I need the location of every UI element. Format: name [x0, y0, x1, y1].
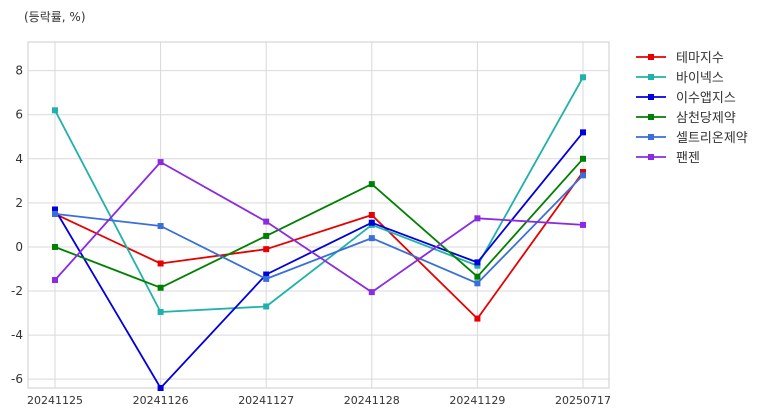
- data-point: [263, 271, 270, 278]
- legend-label: 삼천당제약: [676, 111, 736, 126]
- legend-label: 이수앱지스: [676, 91, 736, 106]
- data-point: [52, 210, 58, 217]
- x-tick-label: 20241128: [344, 394, 400, 407]
- data-point: [368, 235, 375, 242]
- series-line: [54, 171, 584, 320]
- x-tick-label: 20241127: [238, 394, 294, 407]
- series-line: [54, 158, 584, 289]
- data-point: [580, 129, 586, 136]
- series-line: [54, 174, 584, 285]
- x-tick-label: 20241125: [27, 394, 83, 407]
- data-point: [263, 232, 270, 239]
- y-tick-label: 6: [15, 108, 23, 122]
- legend-label: 바이넥스: [676, 71, 724, 86]
- y-tick-label: 0: [15, 240, 23, 254]
- legend-label: 셀트리온제약: [676, 131, 748, 146]
- data-point: [474, 280, 481, 287]
- x-tick-label: 20241129: [449, 394, 505, 407]
- data-point: [580, 221, 586, 228]
- y-tick-label: -6: [11, 372, 23, 386]
- data-point: [157, 308, 164, 315]
- data-point: [368, 181, 375, 188]
- unit-label: (등락률, %): [24, 10, 86, 24]
- data-point: [474, 259, 481, 266]
- data-point: [368, 289, 375, 296]
- y-tick-label: -4: [11, 328, 23, 342]
- data-point: [474, 262, 481, 269]
- data-point: [157, 260, 164, 267]
- data-point: [368, 212, 375, 218]
- data-point: [263, 303, 270, 310]
- y-tick-label: 8: [15, 64, 23, 78]
- data-point: [263, 246, 270, 253]
- data-point: [474, 215, 481, 222]
- legend-swatch-marker: [648, 114, 654, 120]
- data-point: [157, 159, 164, 166]
- data-point: [263, 218, 270, 225]
- data-point: [580, 172, 586, 179]
- x-tick-label: 20250717: [555, 394, 611, 407]
- data-point: [580, 74, 586, 81]
- legend-label: 팬젠: [676, 151, 700, 166]
- data-point: [474, 273, 481, 280]
- data-point: [263, 275, 270, 282]
- series-line: [54, 76, 584, 313]
- data-point: [52, 107, 58, 114]
- legend-swatch-marker: [648, 154, 654, 160]
- y-tick-label: 2: [15, 196, 23, 210]
- data-point: [580, 169, 586, 176]
- data-point: [368, 219, 375, 226]
- data-point: [52, 206, 58, 213]
- y-tick-label: -2: [11, 284, 23, 298]
- data-point: [52, 277, 58, 284]
- legend-label: 테마지수: [676, 51, 724, 66]
- data-point: [157, 223, 164, 230]
- data-point: [157, 385, 164, 391]
- x-tick-label: 20241126: [133, 394, 189, 407]
- legend-swatch-marker: [648, 134, 654, 140]
- series-line: [54, 161, 584, 294]
- y-tick-label: 4: [15, 152, 23, 166]
- legend-swatch-marker: [648, 94, 654, 100]
- legend-swatch-marker: [648, 54, 654, 60]
- data-point: [580, 155, 586, 162]
- data-point: [474, 315, 481, 322]
- legend-swatch-marker: [648, 74, 654, 80]
- data-point: [157, 284, 164, 291]
- plot-area: [27, 41, 610, 389]
- data-point: [52, 243, 58, 250]
- series-line: [54, 131, 584, 389]
